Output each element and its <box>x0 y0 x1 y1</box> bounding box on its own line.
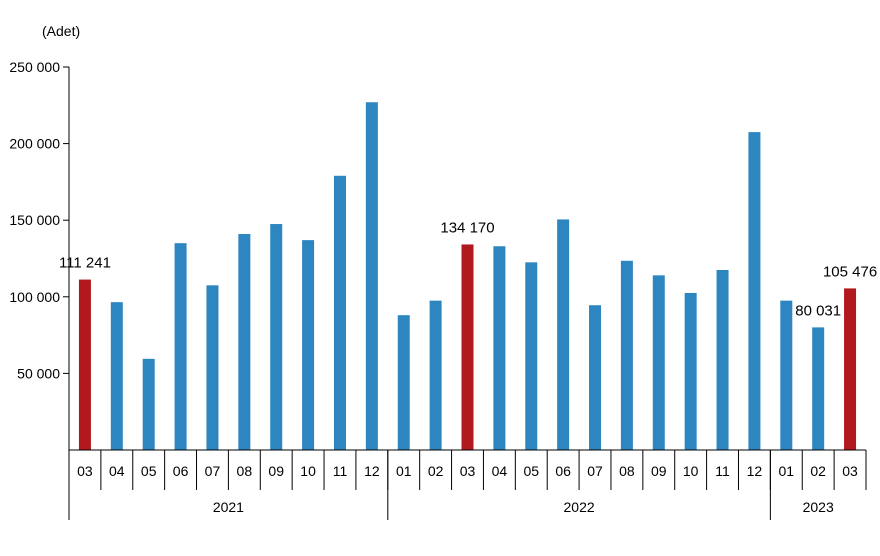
month-label: 05 <box>141 463 157 479</box>
bar-2022-05 <box>525 262 538 450</box>
bar-2023-03 <box>844 288 857 450</box>
month-label: 01 <box>396 463 412 479</box>
bar-2021-09 <box>270 224 283 450</box>
month-label: 10 <box>683 463 699 479</box>
bar-2021-12 <box>365 102 378 451</box>
year-label: 2021 <box>213 499 244 515</box>
bar-2022-02 <box>429 300 442 450</box>
month-label: 05 <box>523 463 539 479</box>
y-axis: 50 000 100 000 150 000 200 000 250 000 <box>9 59 70 450</box>
y-tick-label: 150 000 <box>9 212 60 228</box>
bar-2021-04 <box>110 302 123 450</box>
data-label-2021-03: 111 241 <box>59 255 111 272</box>
month-label: 06 <box>555 463 571 479</box>
y-tick-label: 50 000 <box>17 365 60 381</box>
month-label: 08 <box>619 463 635 479</box>
bars <box>78 102 857 451</box>
month-label: 07 <box>587 463 603 479</box>
month-label: 01 <box>779 463 795 479</box>
x-axis: 03 04 05 06 07 08 09 10 11 12 01 02 03 04 05 06 07 08 09 10… <box>68 449 867 520</box>
month-label: 07 <box>205 463 221 479</box>
data-labels: 111 241 134 170 80 031 105 476 <box>59 219 877 319</box>
bar-2021-10 <box>302 240 315 450</box>
bar-2023-02 <box>812 327 825 450</box>
year-label: 2022 <box>564 499 595 515</box>
y-tick-label: 250 000 <box>9 59 60 75</box>
bar-2022-11 <box>716 269 729 450</box>
y-tick-label: 200 000 <box>9 136 60 152</box>
month-label: 11 <box>333 463 348 479</box>
bar-2021-11 <box>333 175 346 450</box>
month-label: 04 <box>492 463 508 479</box>
bar-2022-09 <box>652 275 665 450</box>
data-label-2023-03: 105 476 <box>823 263 877 280</box>
month-label: 10 <box>300 463 316 479</box>
bar-2022-12 <box>748 132 761 451</box>
bar-2021-07 <box>206 285 219 450</box>
bar-2022-03 <box>461 244 474 450</box>
month-label: 08 <box>237 463 253 479</box>
month-label: 12 <box>747 463 763 479</box>
data-label-2023-02: 80 031 <box>795 302 841 319</box>
month-label: 02 <box>810 463 826 479</box>
month-label: 03 <box>460 463 476 479</box>
bar-2022-01 <box>397 315 410 450</box>
month-label: 11 <box>715 463 730 479</box>
y-tick-label: 100 000 <box>9 289 60 305</box>
month-label: 12 <box>364 463 380 479</box>
bar-2022-04 <box>493 246 506 450</box>
bar-2023-01 <box>780 300 793 450</box>
month-label: 04 <box>109 463 125 479</box>
unit-label: (Adet) <box>42 23 80 39</box>
year-label: 2023 <box>803 499 834 515</box>
bar-2021-05 <box>142 358 155 450</box>
month-label: 03 <box>842 463 858 479</box>
bar-2021-08 <box>238 233 251 450</box>
data-label-2022-03: 134 170 <box>440 219 494 236</box>
month-label: 02 <box>428 463 444 479</box>
bar-2021-06 <box>174 243 187 450</box>
month-label: 09 <box>651 463 667 479</box>
bar-2022-07 <box>589 305 602 450</box>
month-label: 03 <box>77 463 93 479</box>
bar-2022-06 <box>557 219 570 450</box>
month-label: 06 <box>173 463 189 479</box>
bar-2021-03 <box>78 279 91 450</box>
bar-2022-08 <box>620 260 633 450</box>
bar-2022-10 <box>684 292 697 450</box>
month-label: 09 <box>268 463 284 479</box>
